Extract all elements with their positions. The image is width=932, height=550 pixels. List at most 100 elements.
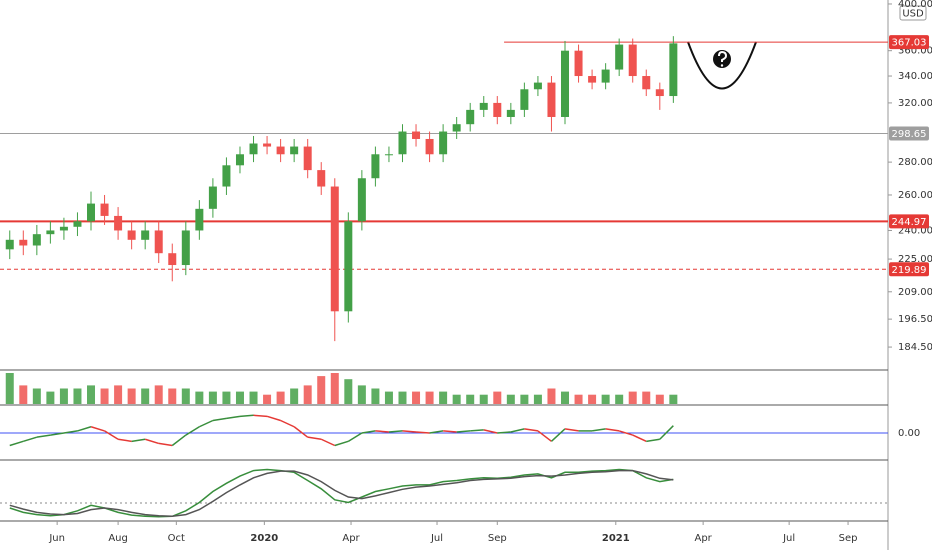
y-tick-label: 196.50 (898, 314, 932, 325)
volume-bar (574, 394, 583, 404)
y-tick-label: 360.00 (898, 46, 932, 57)
candle-body (371, 154, 380, 179)
volume-bar (317, 376, 326, 404)
price-label-box (889, 262, 929, 277)
oscillator-segment (646, 438, 660, 443)
volume-bar (425, 391, 434, 404)
candle-body (154, 230, 163, 254)
oscillator-segment (77, 426, 92, 432)
price-label: 298.65 (892, 129, 927, 140)
oscillator-segment (632, 434, 647, 443)
candle-body (615, 44, 624, 70)
oscillator-segment (158, 442, 173, 447)
y-tick-label: 225.00 (898, 254, 932, 265)
question-icon-glyph (718, 50, 728, 62)
oscillator-segment (470, 429, 484, 432)
volume-bar (601, 394, 610, 404)
oscillator-segment (483, 429, 498, 434)
volume-bar (547, 388, 556, 404)
oscillator-segment (659, 425, 674, 440)
candle-body (669, 43, 678, 97)
candle-body (303, 146, 312, 171)
oscillator-segment (50, 432, 65, 436)
oscillator-segment (429, 430, 444, 434)
price-label: 244.97 (892, 217, 927, 228)
candle-body (317, 170, 326, 187)
volume-bar (195, 391, 204, 404)
question-icon-dot (720, 64, 724, 67)
currency-label: USD (902, 9, 924, 20)
oscillator-segment (415, 431, 430, 434)
oscillator-segment (226, 415, 241, 420)
candle-body (87, 203, 96, 222)
x-tick-label: Oct (168, 533, 185, 544)
stochastic-line (9, 469, 674, 518)
candle-body (384, 154, 393, 156)
volume-bar (533, 394, 542, 404)
x-tick-label: Aug (108, 533, 128, 544)
price-label-box (889, 214, 929, 229)
volume-bar (87, 385, 96, 404)
oscillator-segment (510, 428, 525, 433)
oscillator-segment (144, 438, 159, 445)
candle-body (263, 143, 272, 147)
oscillator-segment (550, 428, 566, 442)
candle-body (127, 230, 136, 240)
oscillator-segment (171, 434, 187, 447)
x-tick-label: Sep (839, 533, 858, 544)
volume-bar (208, 391, 217, 404)
candle-body (19, 239, 28, 246)
candle-body (601, 69, 610, 83)
volume-bar (357, 385, 366, 404)
volume-bar (32, 388, 41, 404)
candle-body (181, 230, 190, 266)
x-tick-label: Sep (488, 533, 507, 544)
stochastic-line (9, 468, 674, 518)
candle-body (114, 215, 123, 231)
oscillator-segment (9, 440, 24, 447)
candle-body (466, 109, 475, 125)
x-tick-label: Jul (430, 533, 443, 544)
volume-bar (412, 391, 421, 404)
volume-bar (73, 388, 82, 404)
candle-body (168, 253, 177, 266)
oscillator-segment (537, 430, 552, 442)
volume-bar (642, 391, 651, 404)
volume-bar (493, 391, 502, 404)
oscillator-segment (497, 431, 511, 434)
candle-body (249, 143, 258, 155)
candle-body (73, 221, 82, 227)
volume-bar (154, 385, 163, 404)
volume-bar (669, 394, 678, 404)
candle-body (561, 50, 570, 117)
volume-bar (141, 388, 150, 404)
oscillator-segment (456, 430, 471, 433)
volume-bar (263, 394, 272, 404)
oscillator-segment (36, 434, 51, 438)
candle-body (141, 230, 150, 240)
y-tick-label: 184.50 (898, 342, 932, 353)
oscillator-segment (212, 417, 227, 422)
y-tick-label: 209.00 (898, 287, 932, 298)
candle-body (412, 131, 421, 139)
volume-bar (100, 388, 109, 404)
oscillator-segment (402, 430, 417, 433)
x-tick-label: Apr (694, 533, 712, 544)
candle-body (208, 186, 217, 209)
candle-body (32, 234, 41, 246)
candle-body (628, 44, 637, 77)
volume-bar (276, 391, 285, 404)
oscillator-segment (347, 432, 363, 442)
x-tick-label: Apr (342, 533, 360, 544)
candle-body (479, 102, 488, 110)
volume-bar (330, 373, 339, 404)
oscillator-segment (239, 414, 254, 418)
oscillator-segment (591, 428, 606, 432)
candle-body (655, 89, 664, 97)
candle-body (195, 208, 204, 231)
y-tick-label: 400.00 (898, 0, 932, 10)
oscillator-segment (334, 440, 349, 447)
volume-bar (439, 391, 448, 404)
